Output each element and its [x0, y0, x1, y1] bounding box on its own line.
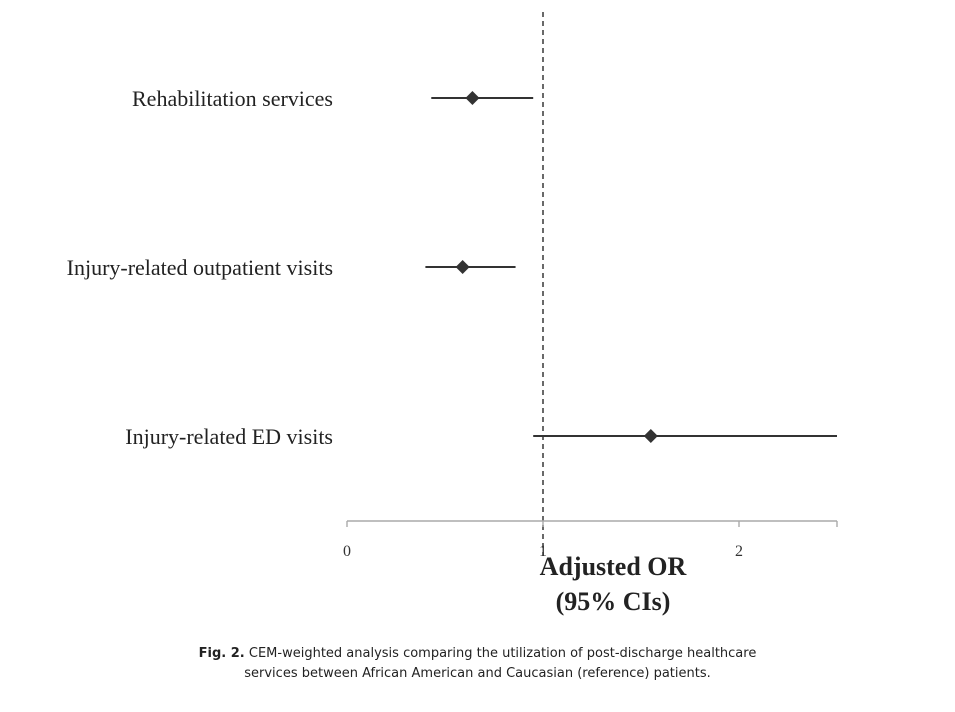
x-axis-ticks: 0 1 2 — [343, 521, 838, 560]
row-label: Rehabilitation services — [132, 86, 333, 111]
point-estimate — [465, 91, 480, 105]
x-axis-subtitle: (95% CIs) — [556, 587, 671, 616]
row-label: Injury-related ED visits — [125, 424, 333, 449]
caption-line-2: services between African American and Ca… — [244, 666, 711, 681]
row-label: Injury-related outpatient visits — [67, 255, 333, 280]
x-tick-label: 0 — [343, 543, 351, 560]
data-rows: Rehabilitation services Injury-related ou… — [67, 86, 837, 449]
figure-label: Fig. 2. — [198, 646, 245, 661]
caption-line-1: CEM-weighted analysis comparing the util… — [248, 646, 757, 661]
point-estimate — [643, 429, 658, 443]
x-tick-label: 1 — [539, 543, 547, 560]
x-tick-label: 2 — [735, 543, 743, 560]
point-estimate — [455, 260, 470, 274]
x-axis-title: Adjusted OR — [540, 552, 687, 581]
figure-caption: Fig. 2. CEM-weighted analysis comparing … — [0, 644, 955, 684]
